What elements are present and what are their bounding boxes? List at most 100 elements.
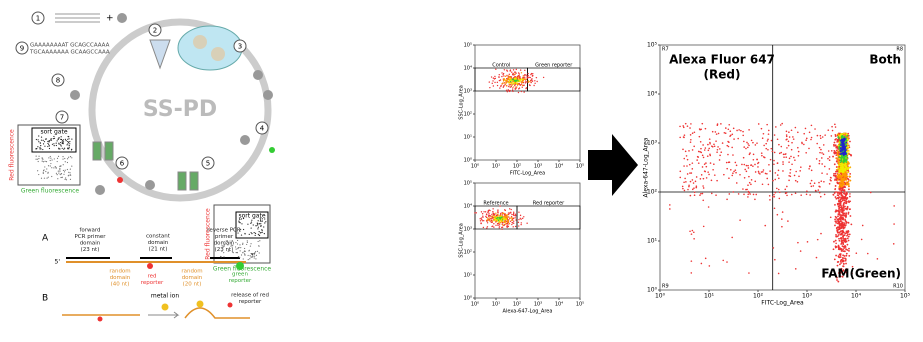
dot	[242, 217, 245, 220]
dot	[499, 219, 502, 222]
dot	[815, 158, 818, 160]
dot	[762, 169, 765, 171]
dot	[68, 148, 70, 150]
annotation: reporter	[141, 280, 164, 286]
dot	[840, 170, 843, 173]
dot	[505, 84, 508, 87]
dot	[747, 193, 750, 196]
dot	[62, 156, 64, 158]
dot	[770, 139, 773, 142]
dot	[67, 143, 69, 145]
dot	[39, 148, 41, 150]
dot	[849, 208, 851, 210]
dot	[834, 138, 837, 141]
x-tick-label: 10⁵	[900, 293, 911, 300]
dot	[754, 163, 756, 166]
bead	[117, 13, 127, 23]
gate	[527, 67, 581, 92]
dot	[835, 242, 837, 245]
dot	[527, 80, 530, 82]
dot	[756, 158, 758, 161]
red-reporter	[147, 263, 153, 269]
dot	[691, 229, 694, 232]
dot	[511, 213, 513, 216]
step-marker	[51, 73, 65, 87]
dot	[842, 218, 844, 221]
dot	[491, 213, 493, 216]
dot	[51, 175, 53, 178]
dot	[821, 163, 823, 165]
dot	[823, 193, 826, 196]
dot	[536, 80, 538, 83]
dot	[492, 208, 494, 210]
dot	[704, 127, 707, 130]
dot	[845, 165, 848, 168]
dot	[500, 218, 503, 220]
dot	[842, 234, 845, 237]
dot	[513, 77, 516, 80]
dot	[44, 145, 46, 147]
dot	[227, 241, 229, 243]
dot	[727, 140, 729, 143]
dot	[750, 183, 752, 186]
dot	[53, 145, 55, 147]
dot	[47, 172, 49, 174]
dot	[496, 84, 499, 87]
dot	[40, 148, 42, 150]
dot	[243, 247, 246, 250]
dot	[819, 186, 821, 188]
dot	[819, 137, 822, 139]
dot	[836, 276, 838, 279]
dot	[836, 151, 839, 154]
dot	[840, 189, 842, 191]
dot	[491, 216, 493, 218]
dot	[514, 84, 516, 87]
dot	[788, 174, 790, 177]
dot	[705, 165, 708, 168]
dot	[805, 193, 808, 196]
dot	[767, 138, 769, 141]
dot	[506, 70, 509, 72]
x-tick-label: 10⁴	[851, 293, 862, 300]
dot	[818, 146, 821, 149]
dot	[840, 141, 843, 144]
x-tick-label: 10⁰	[471, 164, 479, 170]
dot	[839, 275, 842, 278]
dot	[69, 140, 71, 143]
dot	[61, 147, 63, 149]
dot	[486, 213, 488, 215]
dot	[517, 78, 519, 80]
dot	[846, 134, 849, 137]
dot	[785, 134, 788, 136]
dot	[786, 138, 788, 140]
dot	[259, 240, 261, 242]
dot	[699, 178, 702, 180]
dot	[828, 168, 831, 170]
dot	[64, 178, 66, 180]
dot	[250, 256, 252, 258]
y-axis-label: Alexa-647-Log_Area	[643, 137, 650, 197]
dot	[787, 140, 790, 143]
dot	[793, 174, 796, 177]
dot	[773, 159, 775, 162]
dot	[810, 169, 813, 172]
dot	[68, 171, 70, 173]
dot	[250, 243, 252, 245]
dot	[839, 183, 842, 186]
dot	[37, 170, 39, 172]
dot	[766, 140, 769, 142]
dot	[848, 185, 850, 187]
dot	[835, 254, 837, 257]
step-number: 2	[153, 27, 157, 35]
dot	[834, 123, 836, 126]
dot	[845, 268, 848, 270]
dot	[836, 179, 839, 181]
dot	[806, 190, 808, 193]
dot	[253, 257, 255, 259]
dot	[219, 255, 222, 258]
dot	[257, 233, 259, 235]
dot	[234, 246, 237, 248]
step-marker	[201, 156, 215, 170]
dot	[517, 75, 519, 77]
